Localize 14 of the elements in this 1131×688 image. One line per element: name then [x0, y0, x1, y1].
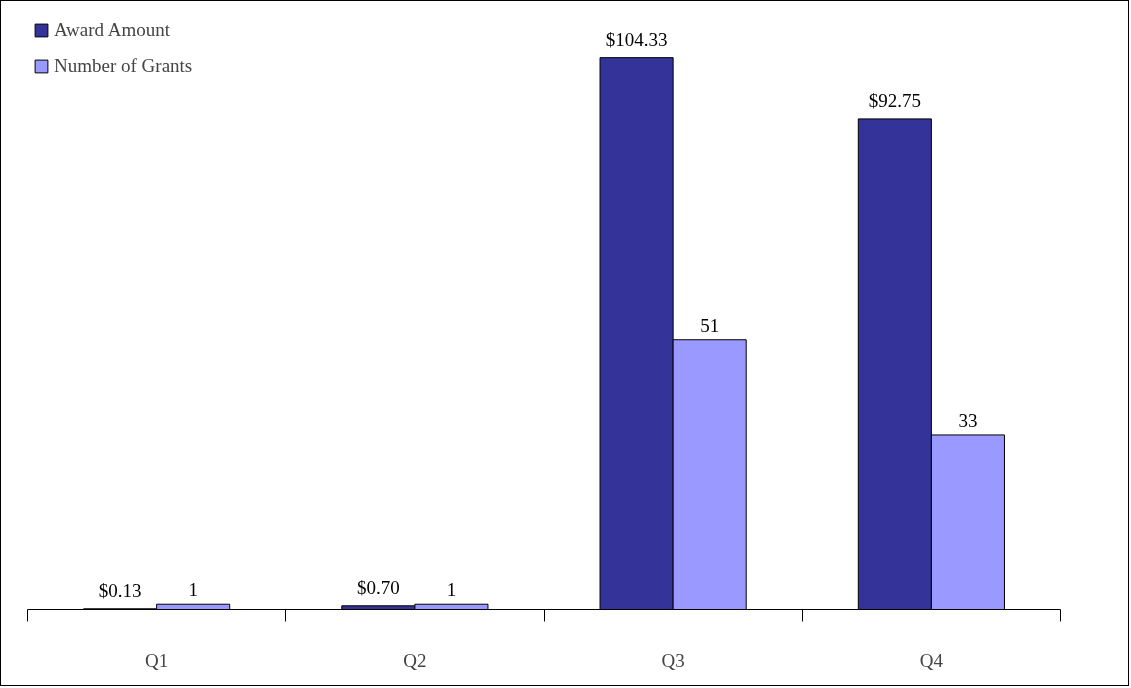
data-label: $0.70 — [356, 576, 400, 598]
data-label: 1 — [446, 579, 457, 601]
x-tick-label: Q4 — [919, 649, 944, 671]
x-tick-label: Q2 — [403, 649, 427, 671]
data-label: 1 — [188, 579, 198, 601]
data-label: 51 — [700, 314, 720, 336]
x-tick-label: Q3 — [661, 649, 685, 671]
data-label: 33 — [958, 409, 978, 431]
legend-label: Number of Grants — [54, 55, 193, 77]
data-label: $104.33 — [605, 28, 668, 50]
data-label: $92.75 — [868, 89, 921, 111]
data-label: $0.13 — [98, 579, 142, 601]
legend-label: Award Amount — [54, 19, 170, 41]
x-tick-label: Q1 — [145, 649, 169, 671]
